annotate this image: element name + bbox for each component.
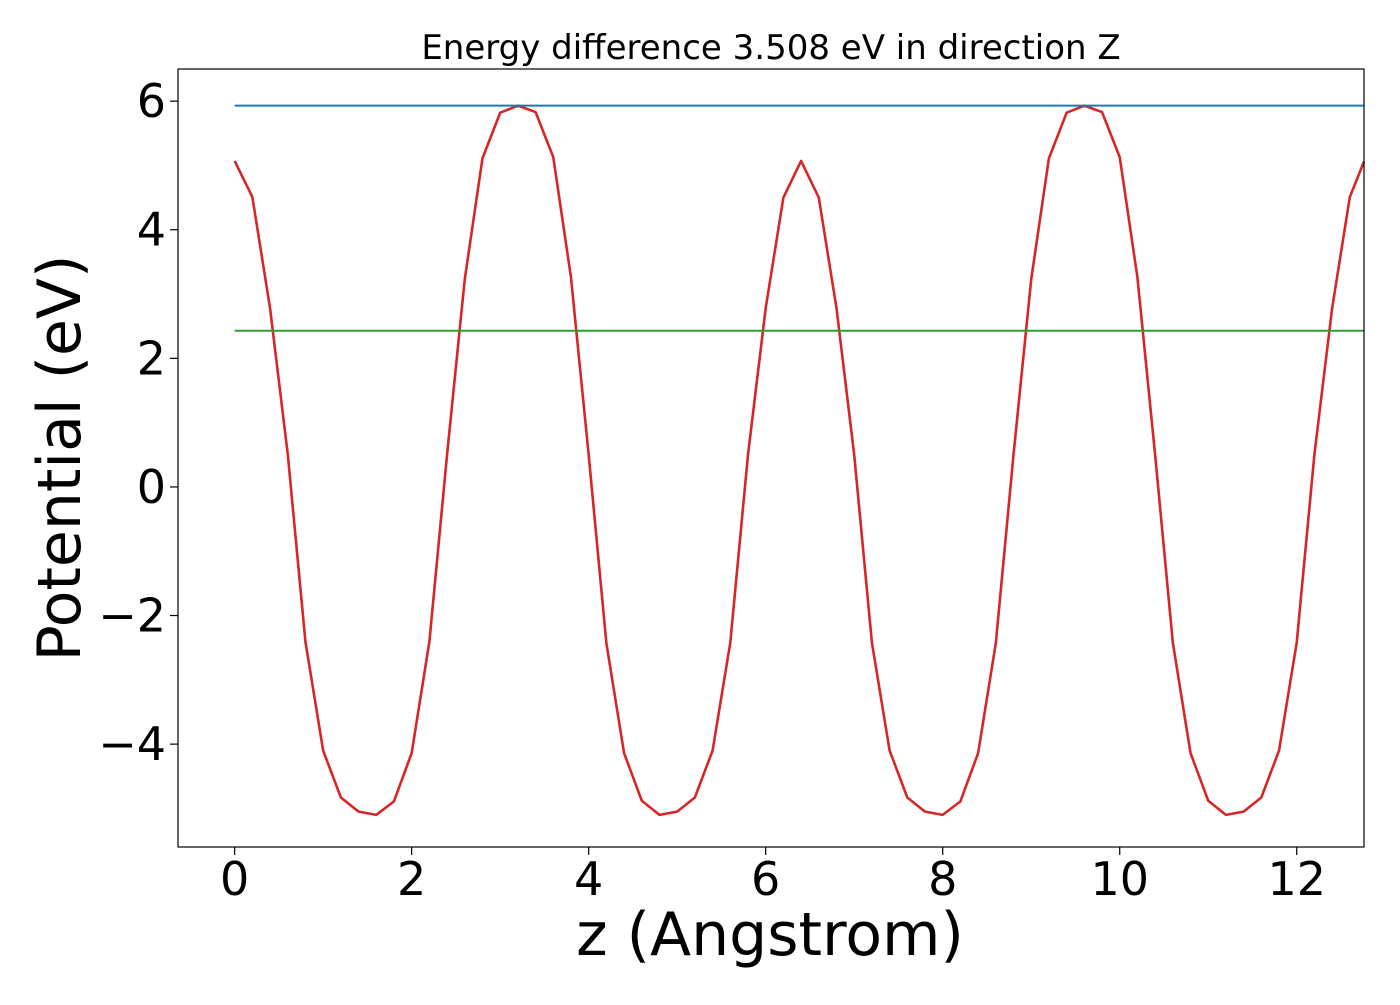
y-axis-label: Potential (eV) — [25, 255, 95, 662]
chart-title: Energy difference 3.508 eV in direction … — [421, 28, 1120, 68]
x-axis-ticks: 0 2 4 6 8 10 12 — [220, 847, 1326, 906]
x-tick-label: 2 — [397, 852, 426, 906]
y-tick-label: −2 — [98, 589, 166, 643]
series-line-1 — [233, 104, 1366, 817]
x-tick-label: 6 — [751, 852, 780, 906]
series-layer — [233, 104, 1366, 817]
x-tick-label: 12 — [1267, 852, 1326, 906]
plot-frame — [177, 68, 1365, 848]
y-tick-label: −4 — [98, 717, 166, 771]
y-tick-label: 4 — [137, 203, 166, 257]
y-tick-label: 6 — [137, 74, 166, 128]
x-axis-label: z (Angstrom) — [576, 900, 964, 970]
x-tick-label: 0 — [220, 852, 249, 906]
x-tick-label: 8 — [928, 852, 957, 906]
y-tick-label: 2 — [137, 331, 166, 385]
y-axis-ticks: −4 −2 0 2 4 6 — [98, 74, 178, 771]
y-tick-label: 0 — [137, 460, 166, 514]
x-tick-label: 4 — [574, 852, 603, 906]
x-tick-label: 10 — [1090, 852, 1149, 906]
